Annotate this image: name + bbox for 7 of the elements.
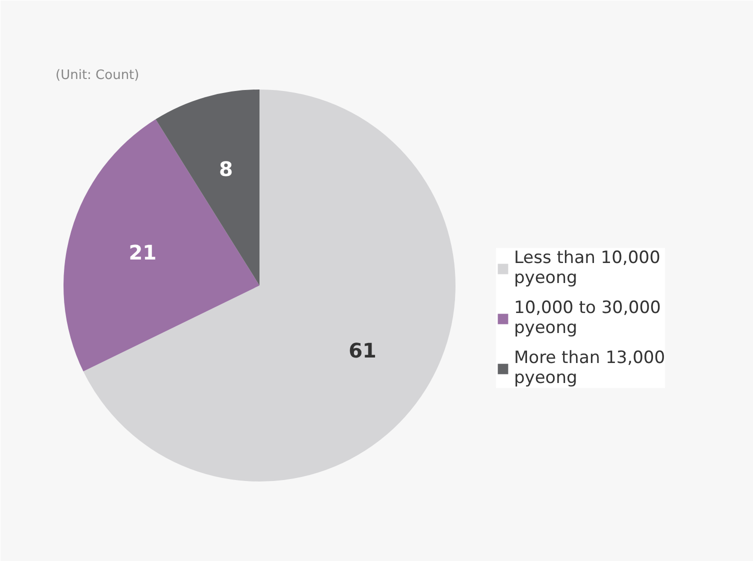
data-label: 21 bbox=[128, 240, 157, 265]
legend-label: More than 13,000 pyeong bbox=[514, 348, 666, 388]
text: (Unit: Count) bbox=[56, 68, 140, 83]
legend-label: 10,000 to 30,000 pyeong bbox=[514, 298, 661, 338]
data-label: 8 bbox=[219, 157, 233, 182]
legend-label: Less than 10,000 pyeong bbox=[514, 248, 660, 288]
data-label: 61 bbox=[348, 338, 376, 362]
